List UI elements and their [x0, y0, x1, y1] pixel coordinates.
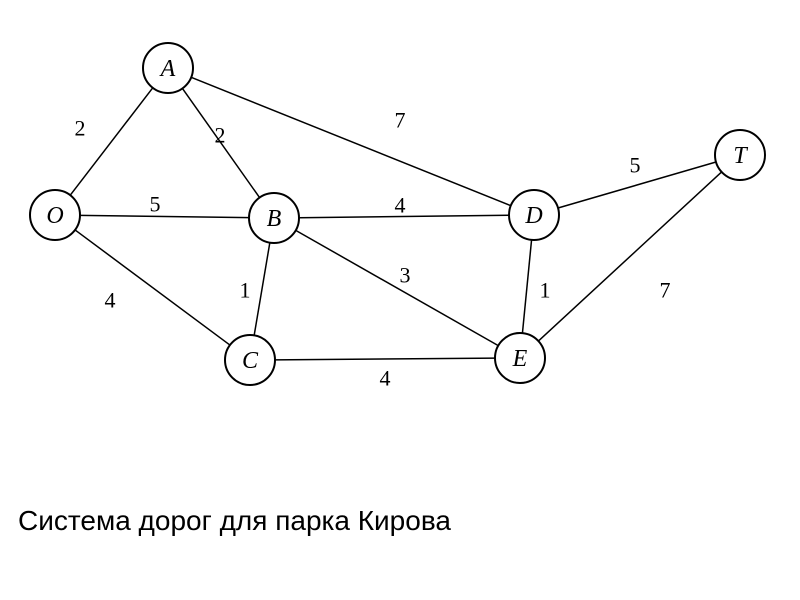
edge-E-T: 7 [538, 172, 721, 341]
edge-weight-D-T: 5 [630, 153, 641, 178]
edge-weight-O-A: 2 [75, 116, 86, 141]
node-E: E [495, 333, 545, 383]
node-label-B: B [267, 206, 282, 232]
edge-weight-B-D: 4 [395, 193, 406, 218]
edge-weight-O-B: 5 [150, 192, 161, 217]
node-label-O: O [46, 203, 63, 229]
node-label-D: D [524, 203, 542, 229]
node-A: A [143, 43, 193, 93]
node-label-E: E [512, 346, 528, 372]
edge-D-E: 1 [522, 240, 550, 333]
node-O: O [30, 190, 80, 240]
edge-C-E: 4 [275, 358, 495, 390]
edge-weight-D-E: 1 [540, 278, 551, 303]
edge-O-B: 5 [80, 192, 249, 218]
edge-weight-B-C: 1 [240, 278, 251, 303]
node-label-C: C [242, 348, 259, 374]
node-D: D [509, 190, 559, 240]
edge-weight-A-D: 7 [395, 108, 406, 133]
node-T: T [715, 130, 765, 180]
node-C: C [225, 335, 275, 385]
node-B: B [249, 193, 299, 243]
edge-B-E: 3 [296, 230, 499, 345]
edge-B-C: 1 [240, 243, 270, 336]
edge-weight-E-T: 7 [660, 278, 671, 303]
diagram-canvas: 2 2 7 5 4 1 4 3 4 1 5 7 A O B C D E T Система дорог для па… [0, 0, 800, 600]
edge-O-C: 4 [75, 230, 230, 345]
caption-text: Система дорог для парка Кирова [18, 505, 451, 537]
edge-weight-O-C: 4 [105, 288, 116, 313]
edge-weight-B-E: 3 [400, 263, 411, 288]
node-label-T: T [733, 143, 748, 169]
edge-A-D: 7 [191, 77, 511, 205]
node-label-A: A [159, 56, 176, 82]
edge-weight-C-E: 4 [380, 366, 391, 391]
edge-A-B: 2 [182, 88, 259, 197]
edge-B-D: 4 [299, 193, 509, 218]
edge-O-A: 2 [70, 88, 153, 195]
edge-weight-A-B: 2 [215, 123, 226, 148]
